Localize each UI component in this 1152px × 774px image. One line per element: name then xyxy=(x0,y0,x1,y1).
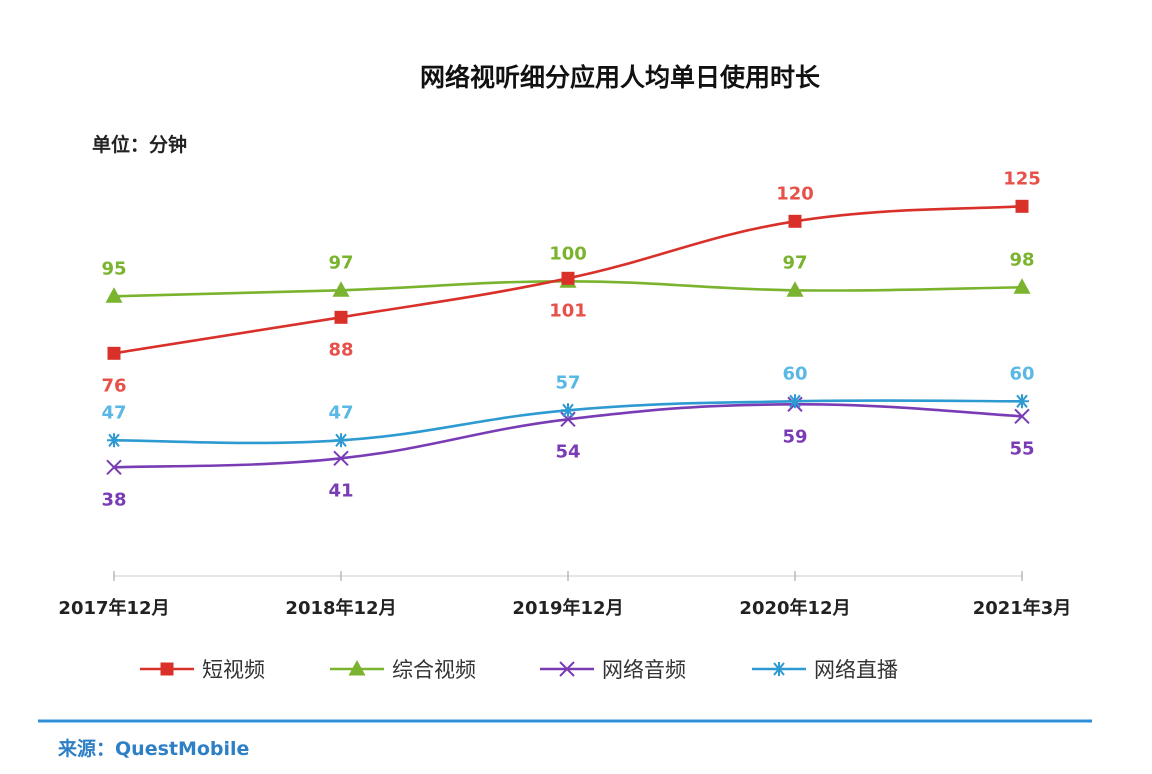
unit-label: 单位：分钟 xyxy=(92,133,187,156)
data-label-短视频: 120 xyxy=(776,183,814,204)
data-label-网络音频: 55 xyxy=(1009,438,1034,459)
data-point-短视频 xyxy=(334,310,348,324)
data-label-综合视频: 97 xyxy=(328,252,353,273)
data-label-综合视频: 98 xyxy=(1009,249,1034,270)
legend-marker-综合视频 xyxy=(348,660,366,676)
x-tick-label: 2018年12月 xyxy=(285,597,396,619)
data-point-网络直播 xyxy=(334,433,348,448)
data-point-短视频 xyxy=(788,214,802,228)
legend-label-网络音频: 网络音频 xyxy=(602,658,686,682)
data-label-综合视频: 97 xyxy=(782,252,807,273)
data-point-网络音频 xyxy=(106,459,122,476)
data-point-短视频 xyxy=(561,271,575,285)
legend: 短视频 综合视频 网络音频 网络直播 xyxy=(140,658,898,682)
x-tick-label: 2021年3月 xyxy=(973,597,1072,619)
data-point-网络音频 xyxy=(333,450,349,467)
source-name: QuestMobile xyxy=(115,738,249,760)
data-point-短视频 xyxy=(107,346,121,360)
data-point-网络直播 xyxy=(788,394,802,409)
data-point-综合视频 xyxy=(105,287,123,303)
data-label-网络直播: 60 xyxy=(1009,363,1034,384)
legend-label-网络直播: 网络直播 xyxy=(814,658,898,682)
data-label-短视频: 101 xyxy=(549,300,587,321)
data-label-网络音频: 54 xyxy=(555,441,580,462)
legend-label-综合视频: 综合视频 xyxy=(392,658,476,682)
x-axis-ticks: 2017年12月 2018年12月 2019年12月 2020年12月 2021年3月 xyxy=(58,571,1071,619)
legend-marker-网络直播 xyxy=(772,662,786,676)
data-point-综合视频 xyxy=(332,281,350,297)
data-label-网络直播: 60 xyxy=(782,363,807,384)
data-label-短视频: 125 xyxy=(1003,168,1041,189)
data-point-网络直播 xyxy=(107,433,121,448)
data-point-综合视频 xyxy=(786,281,804,297)
source-prefix: 来源： xyxy=(58,737,115,760)
data-label-网络直播: 47 xyxy=(328,402,353,423)
data-label-网络音频: 59 xyxy=(782,426,807,447)
chart-title: 网络视听细分应用人均单日使用时长 xyxy=(420,63,821,92)
data-label-综合视频: 100 xyxy=(549,243,587,264)
data-label-短视频: 76 xyxy=(101,375,126,396)
data-label-网络直播: 47 xyxy=(101,402,126,423)
x-tick-label: 2017年12月 xyxy=(58,597,169,619)
x-tick-label: 2019年12月 xyxy=(512,597,623,619)
data-label-网络音频: 38 xyxy=(101,489,126,510)
data-label-综合视频: 95 xyxy=(101,258,126,279)
data-point-网络直播 xyxy=(1015,394,1029,409)
legend-marker-短视频 xyxy=(160,662,174,676)
data-point-短视频 xyxy=(1015,199,1029,213)
source-note: 来源：QuestMobile xyxy=(58,737,249,760)
legend-label-短视频: 短视频 xyxy=(202,658,265,682)
series-layer xyxy=(105,199,1031,476)
data-label-短视频: 88 xyxy=(328,339,353,360)
x-tick-label: 2020年12月 xyxy=(739,597,850,619)
legend-marker-网络音频 xyxy=(559,661,575,677)
data-point-综合视频 xyxy=(1013,278,1031,294)
data-point-网络音频 xyxy=(1014,408,1030,425)
data-labels: 95 97 100 97 98 76 88 101 120 125 38 41 54 59 55 47 47 57… xyxy=(101,168,1040,510)
data-label-网络音频: 41 xyxy=(328,480,353,501)
data-label-网络直播: 57 xyxy=(555,372,580,393)
data-point-网络直播 xyxy=(561,403,575,418)
